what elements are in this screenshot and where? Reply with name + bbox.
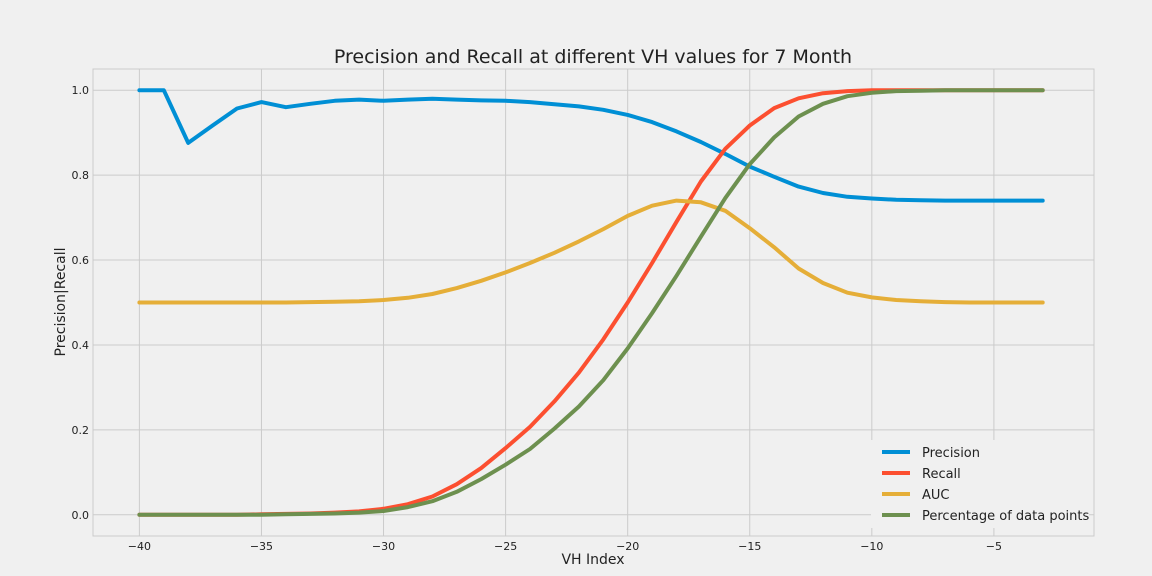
y-tick-label: 0.0 <box>72 509 90 522</box>
series-line-auc <box>137 198 1045 305</box>
series-line-precision <box>137 88 1045 203</box>
chart-title: Precision and Recall at different VH val… <box>334 46 852 68</box>
legend-label-auc: AUC <box>922 488 950 503</box>
legend-label-precision: Precision <box>922 446 980 461</box>
x-axis-label: VH Index <box>561 552 624 568</box>
series-lines <box>137 88 1045 517</box>
y-tick-label: 1.0 <box>72 84 90 97</box>
x-tick-label: −40 <box>128 540 151 553</box>
x-tick-label: −5 <box>986 540 1002 553</box>
y-tick-label: 0.2 <box>72 424 90 437</box>
y-tick-label: 0.4 <box>72 339 90 352</box>
x-tick-label: −20 <box>616 540 639 553</box>
x-tick-label: −15 <box>738 540 761 553</box>
legend-label-recall: Recall <box>922 467 961 482</box>
x-tick-label: −30 <box>372 540 395 553</box>
y-tick-label: 0.6 <box>72 254 90 267</box>
series-line-percentage-of-data-points <box>137 88 1045 517</box>
x-tick-label: −10 <box>860 540 883 553</box>
x-tick-label: −25 <box>494 540 517 553</box>
legend-label-percentage-of-data-points: Percentage of data points <box>922 509 1089 524</box>
tick-labels: −40 −35 −30 −25 −20 −15 −10 −5 0.0 0.2 0.4 0.6 0.8 1.… <box>72 84 1003 553</box>
y-tick-label: 0.8 <box>72 169 90 182</box>
y-axis-label: Precision|Recall <box>53 248 69 357</box>
x-tick-label: −35 <box>250 540 273 553</box>
legend: Precision Recall AUC Percentage of data poi… <box>871 440 1089 528</box>
